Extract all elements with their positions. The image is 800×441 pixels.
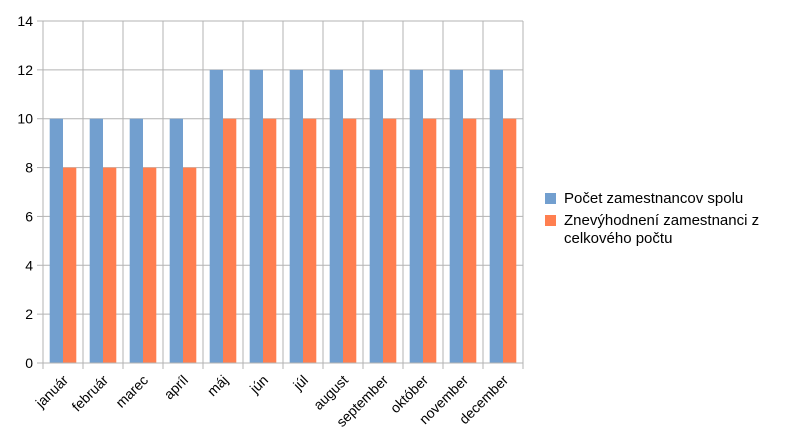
bar-disadvantaged-11 xyxy=(503,118,517,363)
grid-lines xyxy=(42,20,524,364)
y-tick-label: 10 xyxy=(17,111,33,127)
bar-disadvantaged-0 xyxy=(63,167,77,363)
x-tick-label: júl xyxy=(289,372,311,394)
axes xyxy=(37,20,524,369)
bar-disadvantaged-6 xyxy=(303,118,317,363)
x-tick-label: február xyxy=(68,372,111,415)
bar-total-5 xyxy=(249,69,263,363)
y-tick-labels: 0 2 4 6 8 10 12 14 xyxy=(17,13,33,371)
bar-total-3 xyxy=(169,118,183,363)
bar-disadvantaged-9 xyxy=(423,118,437,363)
y-tick-label: 0 xyxy=(25,355,33,371)
bar-disadvantaged-10 xyxy=(463,118,477,363)
bar-disadvantaged-1 xyxy=(103,167,117,363)
bar-disadvantaged-2 xyxy=(143,167,157,363)
y-tick-label: 4 xyxy=(25,257,33,273)
x-tick-label: marec xyxy=(112,372,151,411)
bar-disadvantaged-5 xyxy=(263,118,277,363)
legend-swatch-1 xyxy=(545,215,556,226)
x-tick-label: január xyxy=(32,372,72,412)
y-tick-label: 8 xyxy=(25,160,33,176)
bar-total-11 xyxy=(489,69,503,363)
bar-total-8 xyxy=(369,69,383,363)
bar-disadvantaged-3 xyxy=(183,167,197,363)
legend-label-0: Počet zamestnancov spolu xyxy=(564,190,743,207)
legend-label-1: celkového počtu xyxy=(564,230,672,247)
legend-swatch-0 xyxy=(545,193,556,204)
bar-total-10 xyxy=(449,69,463,363)
x-tick-label: apríl xyxy=(161,372,192,403)
legend: Počet zamestnancov spolu Znevýhodnení zam… xyxy=(545,190,759,247)
bar-total-2 xyxy=(129,118,143,363)
bar-total-6 xyxy=(289,69,303,363)
y-tick-label: 12 xyxy=(17,62,33,78)
bar-total-4 xyxy=(209,69,223,363)
bar-disadvantaged-4 xyxy=(223,118,237,363)
y-tick-label: 6 xyxy=(25,208,33,224)
bars xyxy=(49,69,517,363)
x-tick-label: máj xyxy=(204,372,231,399)
y-tick-label: 14 xyxy=(17,13,33,29)
bar-disadvantaged-8 xyxy=(383,118,397,363)
bar-total-0 xyxy=(49,118,63,363)
x-tick-label: jún xyxy=(246,372,271,397)
legend-label-1: Znevýhodnení zamestnanci z xyxy=(564,212,759,229)
y-tick-label: 2 xyxy=(25,306,33,322)
bar-total-9 xyxy=(409,69,423,363)
bar-disadvantaged-7 xyxy=(343,118,357,363)
bar-total-7 xyxy=(329,69,343,363)
bar-total-1 xyxy=(89,118,103,363)
